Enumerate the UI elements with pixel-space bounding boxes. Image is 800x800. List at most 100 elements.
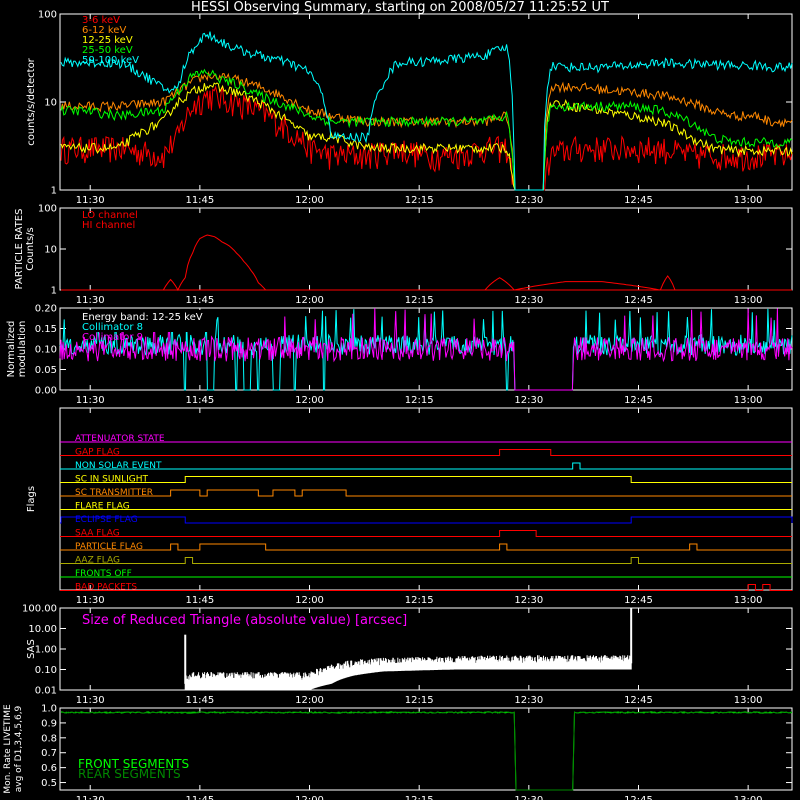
x-tick-label: 12:00 [295, 295, 324, 306]
x-tick-label: 11:45 [185, 795, 214, 800]
x-tick-label: 12:45 [624, 395, 653, 406]
x-tick-label: 12:45 [624, 595, 653, 606]
series-line-rear-segments [60, 711, 793, 791]
sas-trace [184, 655, 632, 690]
y-tick-label: 0.10 [35, 665, 57, 676]
x-tick-label: 12:30 [514, 395, 543, 406]
flag-label: ATTENUATOR STATE [75, 434, 165, 444]
y-tick-label: 0.05 [35, 365, 57, 376]
y-axis-label: modulation [17, 321, 28, 378]
legend-entry: 25-50 keV [82, 45, 133, 56]
x-tick-label: 12:45 [624, 695, 653, 706]
x-tick-label: 13:00 [734, 595, 763, 606]
legend-entry: 6-12 keV [82, 25, 126, 36]
x-tick-label: 13:00 [734, 395, 763, 406]
y-axis-label: Mon. Rate LIVETIME [3, 704, 13, 794]
x-tick-label: 12:30 [514, 595, 543, 606]
x-tick-label: 12:45 [624, 795, 653, 800]
legend-entry: HI channel [82, 220, 135, 231]
annotation: Size of Reduced Triangle (absolute value… [82, 613, 407, 628]
panel-flags: 11:30 11:45 12:00 12:15 12:30 12:45 13:00 Flags… [26, 407, 793, 606]
legend-entry: LO channel [82, 210, 138, 221]
flag-label: ECLIPSE FLAG [75, 515, 138, 525]
x-tick-label: 12:30 [514, 295, 543, 306]
legend-entry: FRONT SEGMENTS [78, 757, 189, 771]
x-tick-label: 12:00 [295, 595, 324, 606]
y-tick-label: 0.00 [35, 386, 57, 397]
y-axis-label: Counts/s [25, 227, 36, 271]
panel-particle-rates: 11:30 11:45 12:00 12:15 12:30 12:45 13:00 1 10 10… [14, 204, 793, 306]
y-tick-label: 0.6 [41, 763, 57, 774]
x-tick-label: 12:00 [295, 795, 324, 800]
y-tick-label: 1.0 [41, 704, 57, 715]
panel-count-rates: 11:30 11:45 12:00 12:15 12:30 12:45 13:00 1 10 10… [26, 10, 793, 206]
legend-entry: 3-6 keV [82, 15, 120, 26]
flag-line [60, 543, 792, 551]
x-tick-label: 11:30 [76, 295, 105, 306]
flag-line [60, 530, 792, 537]
x-tick-label: 13:00 [734, 195, 763, 206]
series-line-12-25-kev [60, 82, 793, 191]
flag-line [60, 489, 792, 497]
flag-label: FRONTS OFF [75, 569, 132, 579]
flag-line [60, 476, 792, 483]
x-tick-label: 12:30 [514, 795, 543, 800]
flag-line [60, 449, 792, 456]
flag-line [60, 462, 792, 470]
x-tick-label: 11:30 [76, 195, 105, 206]
series-line-collimator-9 [59, 308, 793, 391]
legend-entry: REAR SEGMENTS [78, 767, 181, 781]
x-tick-label: 11:45 [185, 195, 214, 206]
flag-label: SC TRANSMITTER [75, 488, 153, 498]
x-tick-label: 11:30 [76, 695, 105, 706]
panel-frame [59, 407, 793, 591]
x-tick-label: 11:30 [76, 795, 105, 800]
y-tick-label: 1 [51, 186, 57, 197]
x-tick-label: 13:00 [734, 295, 763, 306]
series-line-lo-channel [61, 234, 792, 292]
y-tick-label: 100 [38, 10, 57, 21]
y-tick-label: 0.9 [41, 718, 57, 729]
flag-label: PARTICLE FLAG [75, 542, 143, 552]
flag-line [60, 516, 793, 524]
legend-entry: Collimator 8 [82, 322, 143, 333]
legend-entry: 12-25 keV [82, 35, 133, 46]
page-title: HESSI Observing Summary, starting on 200… [191, 0, 609, 15]
y-tick-label: 100.00 [22, 604, 57, 615]
x-tick-label: 12:30 [514, 695, 543, 706]
x-tick-label: 11:30 [76, 595, 105, 606]
y-axis-label: counts/s/detector [26, 57, 37, 145]
x-tick-label: 12:00 [295, 195, 324, 206]
x-tick-label: 13:00 [734, 795, 763, 800]
x-tick-label: 12:15 [405, 695, 434, 706]
y-axis-label: avg of D1,3,4,5,6,9 [14, 705, 24, 792]
y-tick-label: 10.00 [28, 624, 57, 635]
y-axis-label: Flags [26, 486, 37, 512]
y-tick-label: 0.20 [35, 304, 57, 315]
x-tick-label: 12:45 [624, 295, 653, 306]
x-tick-label: 12:00 [295, 395, 324, 406]
flag-label: SC IN SUNLIGHT [75, 475, 149, 485]
y-axis-label: PARTICLE RATES [14, 209, 25, 290]
flag-label: BAD PACKETS [75, 583, 137, 593]
x-tick-label: 12:00 [295, 695, 324, 706]
annotation: Energy band: 12-25 keV [82, 312, 203, 323]
x-tick-label: 11:30 [76, 395, 105, 406]
panel-modulation: 11:30 11:45 12:00 12:15 12:30 12:45 13:00 0.00 0… [6, 304, 793, 406]
legend-box [80, 310, 210, 332]
x-tick-label: 12:15 [405, 395, 434, 406]
x-tick-label: 11:45 [185, 395, 214, 406]
x-tick-label: 12:15 [405, 795, 434, 800]
legend-entry: 50-100 keV [82, 55, 139, 66]
flag-label: SAA FLAG [75, 529, 120, 539]
x-tick-label: 13:00 [734, 695, 763, 706]
series-line-3-6-kev [60, 85, 793, 191]
series-line-50-100-kev [60, 31, 793, 191]
legend-entry: Collimator 9 [82, 332, 143, 343]
y-tick-label: 0.10 [35, 345, 57, 356]
x-tick-label: 11:45 [185, 295, 214, 306]
x-tick-label: 11:45 [185, 695, 214, 706]
panel-sas: 11:30 11:45 12:00 12:15 12:30 12:45 13:00 0.01 0… [22, 604, 793, 706]
y-axis-label: Normalized [6, 321, 17, 378]
y-tick-label: 100 [38, 204, 57, 215]
